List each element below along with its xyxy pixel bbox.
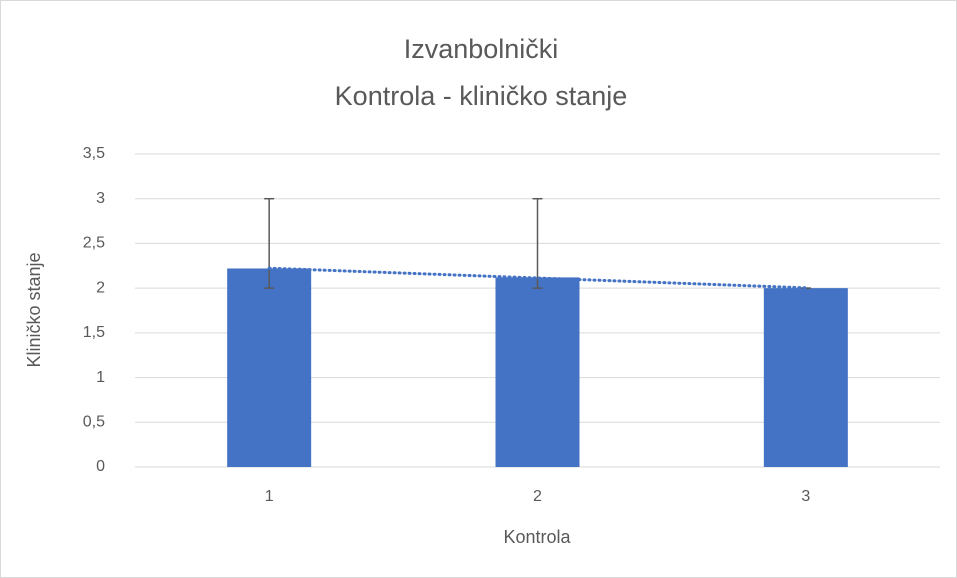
bar [495,277,580,467]
bar [763,288,848,467]
y-tick-label: 2,5 [83,235,105,252]
x-tick-label: 2 [533,488,542,505]
x-axis-title: Kontrola [503,527,571,547]
y-tick-label: 0 [96,458,105,475]
y-axis-title: Kliničko stanje [24,252,44,367]
trendline [267,266,808,290]
chart-title: Izvanbolnički [404,34,559,64]
y-tick-label: 1 [96,369,105,386]
x-tick-label: 3 [801,488,810,505]
y-tick-label: 0,5 [83,414,105,431]
y-tick-label: 3 [96,190,105,207]
x-tick-label: 1 [265,488,274,505]
bar [227,268,312,467]
y-tick-label: 2 [96,279,105,296]
chart-title: Kontrola - kliničko stanje [335,81,628,111]
y-tick-label: 3,5 [83,145,105,162]
y-tick-label: 1,5 [83,324,105,341]
